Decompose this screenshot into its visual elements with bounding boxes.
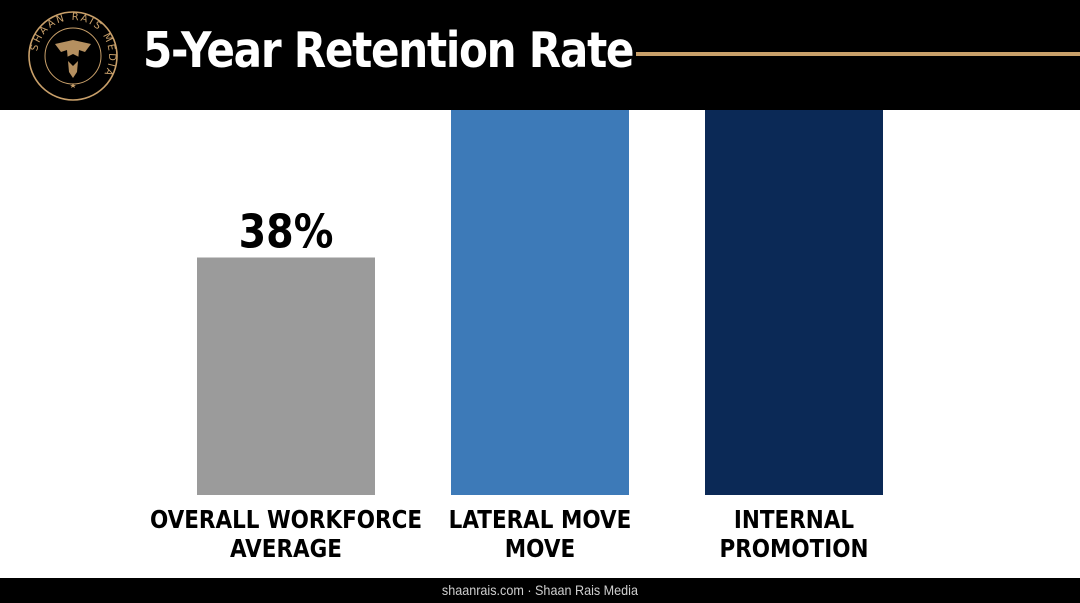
bar-value-label-1: 38% — [239, 206, 334, 260]
category-label-2-line-1: LATERAL MOVE — [449, 505, 632, 534]
shaan-rais-media-logo: SHAAN RAIS MEDIA — [28, 11, 118, 101]
header-bar: SHAAN RAIS MEDIA 5-Year Retention Rate — [0, 0, 1080, 110]
category-label-3-line-2: PROMOTION — [719, 534, 868, 563]
page-title: 5-Year Retention Rate — [143, 22, 635, 79]
footer-credit: shaanrais.com · Shaan Rais Media — [441, 582, 639, 598]
category-label-3-line-1: INTERNAL — [734, 505, 854, 534]
title-accent-rule — [636, 52, 1080, 56]
category-label-1-line-2: AVERAGE — [230, 534, 342, 563]
bar-chart-svg: 38%OVERALL WORKFORCEAVERAGE62%LATERAL MO… — [150, 6, 883, 563]
bar-chart: 38%OVERALL WORKFORCEAVERAGE62%LATERAL MO… — [0, 6, 1080, 578]
bar-3 — [705, 57, 883, 495]
bar-1 — [197, 257, 375, 495]
bar-2 — [451, 107, 629, 495]
footer-bar: shaanrais.com · Shaan Rais Media — [0, 578, 1080, 603]
category-label-1-line-1: OVERALL WORKFORCE — [150, 505, 422, 534]
category-label-2-line-2: MOVE — [505, 534, 575, 563]
